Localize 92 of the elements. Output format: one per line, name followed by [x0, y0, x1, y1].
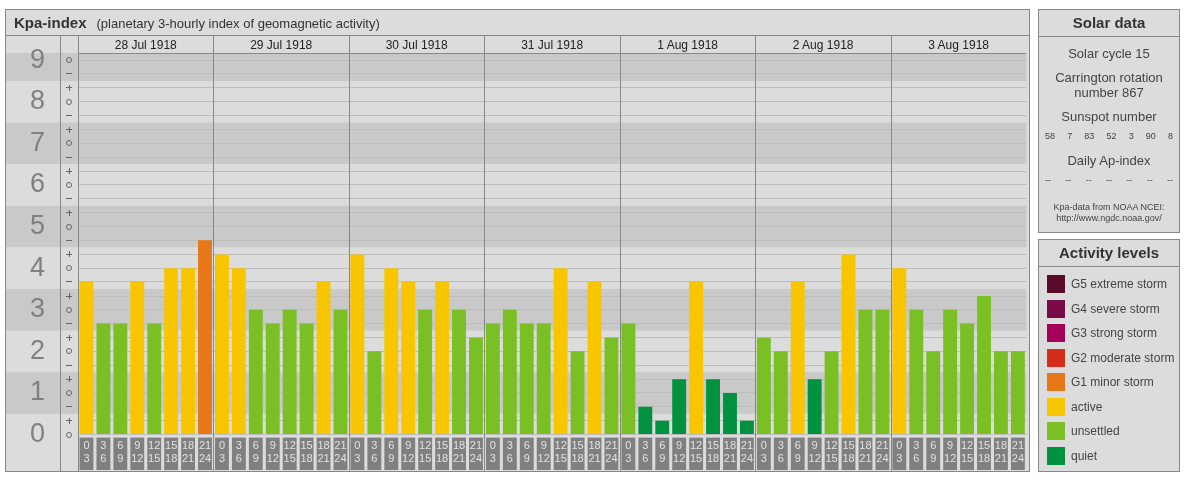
x-tick-label: 15 18 [977, 439, 991, 465]
x-tick-label: 3 6 [235, 439, 242, 465]
x-tick-label: 3 6 [913, 439, 920, 465]
x-tick-label: 21 24 [605, 439, 618, 465]
legend-label: G2 moderate storm [1071, 350, 1175, 365]
x-tick-label: 0 3 [760, 439, 767, 465]
x-tick-label: 15 18 [435, 439, 449, 465]
legend-label: G4 severe storm [1071, 301, 1160, 316]
x-tick-label: 3 6 [506, 439, 513, 465]
y-tick-label: 1 [29, 376, 45, 407]
x-tick-label: 21 24 [740, 439, 754, 465]
legend-title: Activity levels [1039, 240, 1179, 267]
x-tick-label: 9 12 [944, 439, 957, 465]
text: 58 7 83 52 3 90 8 [1045, 130, 1173, 143]
y-tick-label: 8 [29, 85, 45, 116]
legend-label: quiet [1071, 448, 1098, 463]
legend-label: G3 strong storm [1071, 326, 1158, 341]
x-tick-label: 0 3 [83, 439, 90, 465]
text: 1 Aug 1918 [657, 37, 719, 52]
x-tick-label: 18 21 [859, 439, 872, 465]
x-tick-label: 12 15 [554, 439, 567, 465]
x-tick-label: 0 3 [489, 439, 496, 465]
y-tick-label: 3 [29, 293, 45, 324]
y-tick-label: 7 [29, 126, 45, 157]
y-tick-label: 5 [29, 209, 45, 240]
x-tick-label: 18 21 [317, 439, 330, 465]
chart-title: Kpa-index [14, 14, 87, 31]
text: Solar data [1039, 10, 1179, 37]
x-tick-label: 12 15 [148, 439, 161, 465]
y-tick-label: 4 [29, 251, 45, 282]
x-tick-label: 6 9 [930, 439, 937, 465]
x-tick-label: 18 21 [588, 439, 601, 465]
x-tick-label: 15 18 [571, 439, 584, 465]
x-tick-label: 21 24 [469, 439, 483, 465]
x-tick-label: 6 9 [659, 439, 666, 465]
text: 2 Aug 1918 [792, 37, 854, 52]
x-tick-label: 9 12 [266, 439, 279, 465]
x-tick-label: 18 21 [994, 439, 1008, 465]
x-tick-label: 9 12 [402, 439, 415, 465]
text: 3 Aug 1918 [928, 37, 990, 52]
x-tick-label: 12 15 [960, 439, 974, 465]
legend-label: active [1071, 399, 1103, 414]
x-tick-label: 6 9 [523, 439, 530, 465]
y-tick-label: 9 [29, 43, 45, 74]
x-tick-label: 3 6 [777, 439, 784, 465]
x-tick-label: 12 15 [690, 439, 703, 465]
x-tick-label: 15 18 [706, 439, 720, 465]
x-tick-label: 6 9 [388, 439, 395, 465]
legend-label: G5 extreme storm [1071, 277, 1168, 292]
y-tick-label: 2 [29, 334, 45, 365]
text: Kpa-data from NOAA NCEI: http://www.ngdc.noaa.gov/ [1052, 202, 1166, 224]
y-tick-label: 0 [29, 418, 45, 449]
x-tick-label: 3 6 [100, 439, 107, 465]
x-tick-label: 9 12 [537, 439, 550, 465]
x-tick-label: 9 12 [131, 439, 144, 465]
x-tick-label: 0 3 [896, 439, 903, 465]
text: Solar cycle 15 [1067, 46, 1151, 61]
y-tick-label: 6 [29, 168, 45, 199]
text: 29 Jul 1918 [250, 37, 313, 52]
chart-subtitle: (planetary 3-hourly index of geomagnetic activity) [96, 16, 380, 31]
x-tick-label: 15 18 [842, 439, 855, 465]
x-tick-label: 18 21 [452, 439, 466, 465]
x-tick-label: 12 15 [419, 439, 432, 465]
legend-label: unsettled [1071, 424, 1120, 439]
text: -- -- -- -- -- -- -- [1045, 174, 1173, 187]
x-tick-label: 3 6 [371, 439, 378, 465]
x-tick-label: 15 18 [165, 439, 178, 465]
x-tick-label: 0 3 [625, 439, 632, 465]
x-tick-label: 15 18 [300, 439, 313, 465]
text: Carrington rotation number 867 [1054, 70, 1164, 100]
x-tick-label: 12 15 [283, 439, 296, 465]
text: 28 Jul 1918 [114, 37, 178, 52]
text: Daily Ap-index [1066, 153, 1152, 168]
x-tick-label: 21 24 [198, 439, 212, 465]
x-tick-label: 21 24 [876, 439, 889, 465]
x-tick-label: 18 21 [181, 439, 195, 465]
legend-label: G1 minor storm [1071, 375, 1154, 390]
x-tick-label: 9 12 [673, 439, 686, 465]
text: 30 Jul 1918 [385, 37, 449, 52]
x-tick-label: 21 24 [1011, 439, 1025, 465]
x-tick-label: 21 24 [334, 439, 347, 465]
x-tick-label: 12 15 [825, 439, 838, 465]
x-tick-label: 3 6 [642, 439, 649, 465]
x-tick-label: 0 3 [354, 439, 361, 465]
x-tick-label: 0 3 [218, 439, 226, 465]
x-tick-label: 6 9 [794, 439, 801, 465]
x-tick-label: 6 9 [117, 439, 124, 465]
x-tick-label: 6 9 [252, 439, 259, 465]
x-tick-label: 18 21 [723, 439, 737, 465]
text: 31 Jul 1918 [521, 37, 584, 52]
x-tick-label: 9 12 [808, 439, 821, 465]
text: Sunspot number [1060, 109, 1158, 124]
